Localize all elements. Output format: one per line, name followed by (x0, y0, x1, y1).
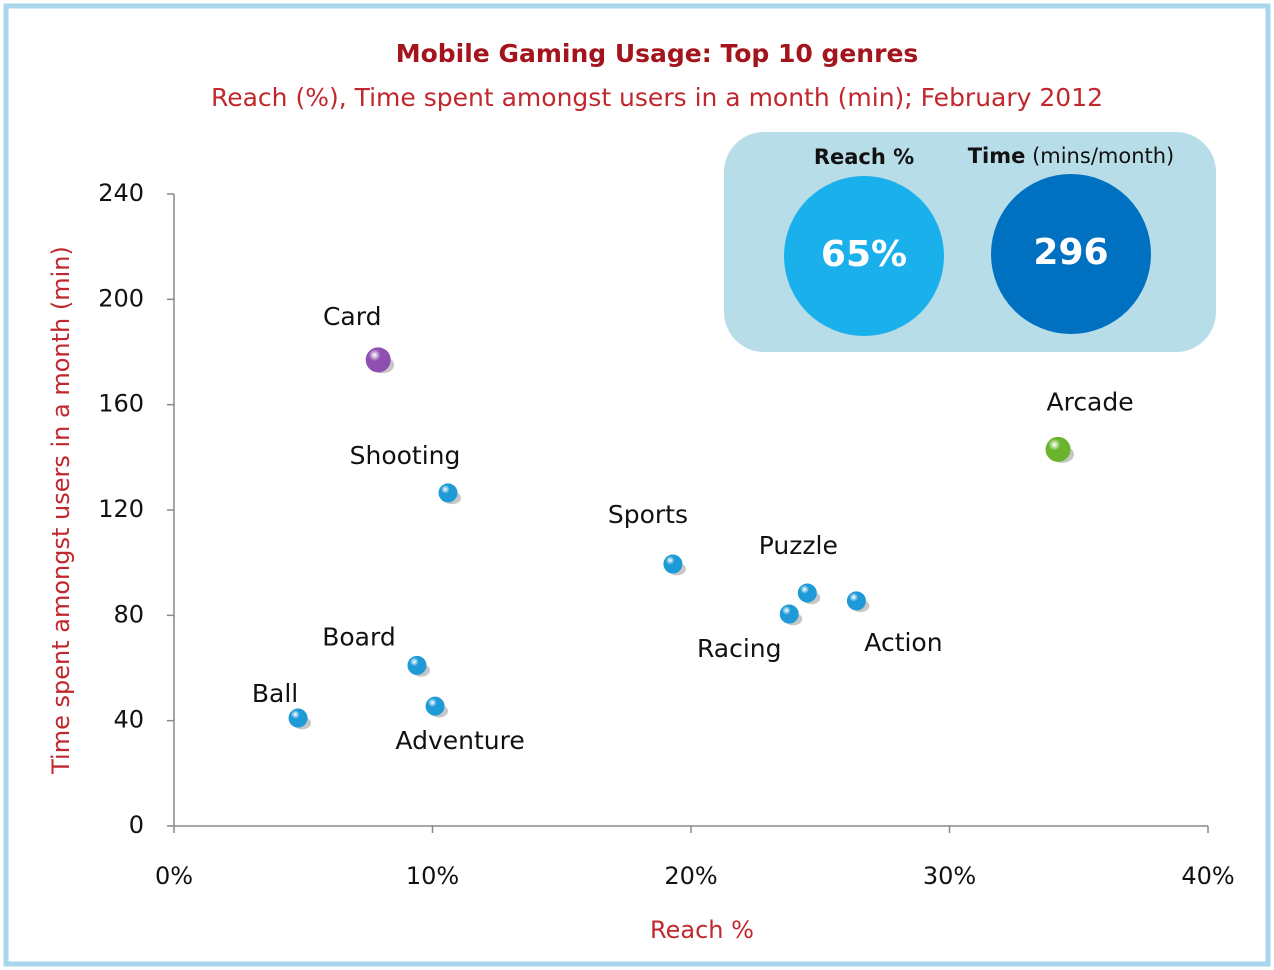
y-tick-label: 0 (129, 811, 144, 839)
summary-time-label: Time (mins/month) (968, 144, 1175, 168)
point-label: Action (864, 628, 942, 657)
y-tick-label: 80 (113, 600, 144, 628)
point-label: Ball (252, 679, 298, 708)
point (288, 708, 308, 728)
point (1045, 436, 1071, 462)
point (407, 655, 427, 675)
point (425, 696, 445, 716)
summary-reach-value: 65% (821, 234, 907, 275)
point-label: Card (323, 302, 381, 331)
point-label: Arcade (1046, 387, 1133, 416)
chart-subtitle: Reach (%), Time spent amongst users in a… (211, 83, 1103, 112)
point (365, 347, 391, 373)
summary-time-circle (991, 174, 1151, 334)
point-label: Adventure (395, 726, 524, 755)
point-label: Sports (608, 500, 688, 529)
y-tick-label: 200 (98, 284, 144, 312)
point (797, 583, 817, 603)
chart-title: Mobile Gaming Usage: Top 10 genres (396, 39, 919, 68)
point (663, 554, 683, 574)
x-tick-label: 20% (664, 862, 717, 890)
y-tick-label: 160 (98, 390, 144, 418)
point (438, 483, 458, 503)
point-label: Shooting (350, 441, 461, 470)
summary-reach-circle (784, 176, 944, 336)
point (846, 591, 866, 611)
y-axis-label: Time spent amongst users in a month (min… (47, 246, 75, 775)
summary-time-value: 296 (1033, 232, 1108, 273)
summary-time-unit: (mins/month) (1032, 144, 1174, 168)
y-tick-label: 120 (98, 495, 144, 523)
point-label: Puzzle (759, 531, 838, 560)
point (779, 604, 799, 624)
x-axis-label: Reach % (650, 916, 754, 944)
y-tick-label: 40 (113, 706, 144, 734)
x-tick-label: 40% (1181, 862, 1234, 890)
y-tick-label: 240 (98, 179, 144, 207)
summary-reach-label: Reach % (814, 145, 914, 169)
summary-box: Reach % Time (mins/month) 65% 296 (724, 132, 1216, 352)
x-tick-label: 10% (406, 862, 459, 890)
x-tick-label: 30% (923, 862, 976, 890)
x-tick-label: 0% (155, 862, 193, 890)
summary-time-name: Time (968, 144, 1026, 168)
point-label: Board (322, 622, 395, 651)
point-label: Racing (697, 634, 782, 663)
